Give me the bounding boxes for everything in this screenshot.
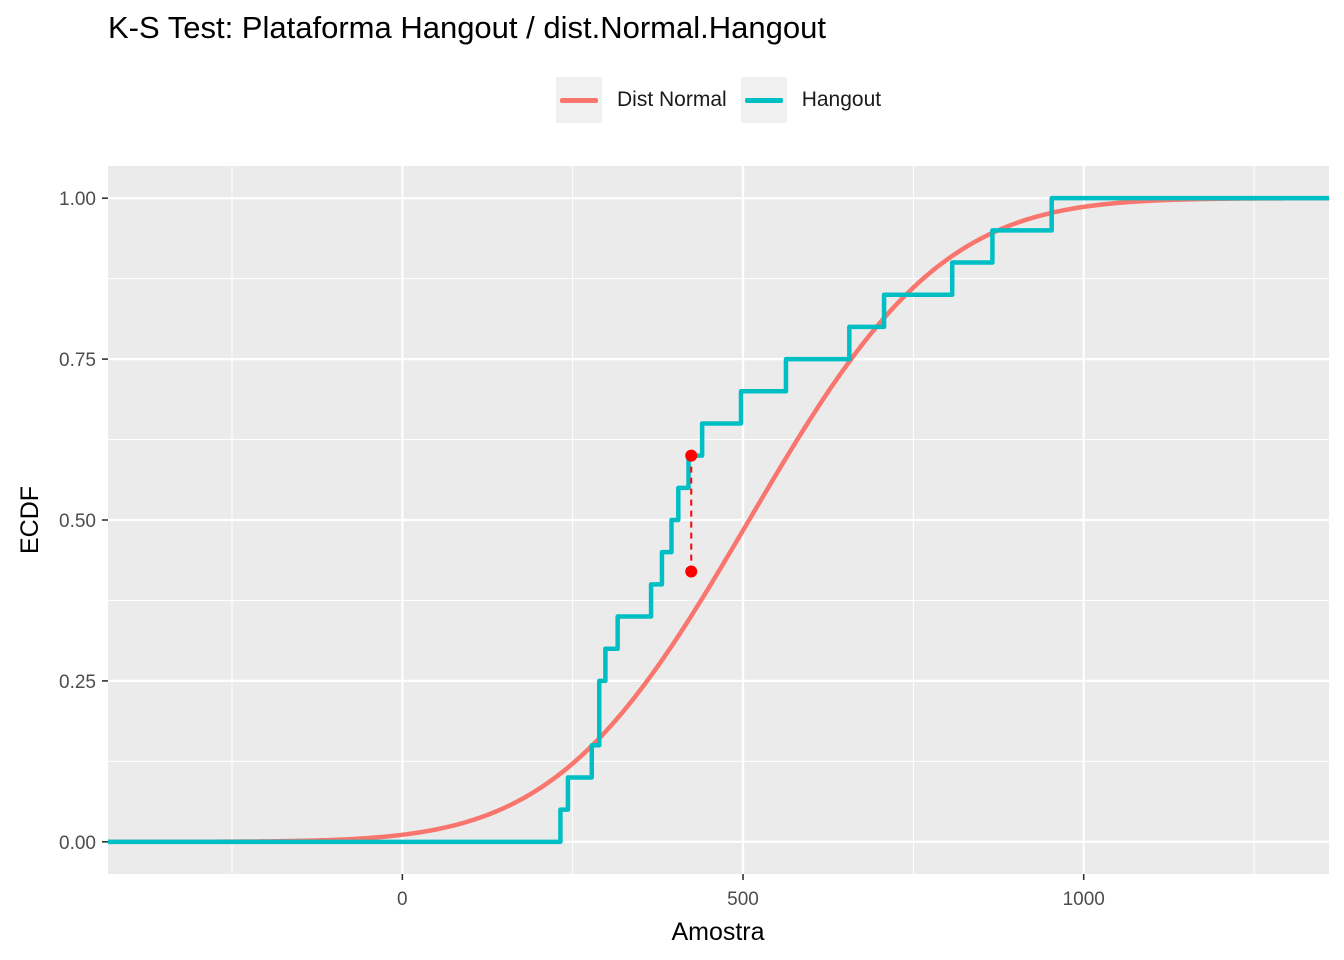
y-tick-label: 0.75: [59, 350, 96, 371]
ks-point-normal: [685, 565, 698, 578]
series-layer: [107, 195, 1330, 845]
y-tick-label: 0.25: [59, 672, 96, 693]
legend-key-hangout: [740, 77, 787, 123]
x-tick-label: 0: [397, 889, 408, 910]
legend-key-dist-normal: [556, 77, 602, 123]
y-axis-title: ECDF: [16, 486, 44, 554]
x-axis-title: Amostra: [671, 918, 764, 946]
legend-label-hangout: Hangout: [801, 88, 882, 111]
y-tick-label: 0.00: [59, 833, 96, 854]
x-tick-label: 500: [727, 889, 759, 910]
legend: Dist Normal Hangout: [556, 77, 895, 123]
legend-label-dist-normal: Dist Normal: [617, 88, 727, 111]
x-tick-label: 1000: [1063, 889, 1105, 910]
series-line-hangout: [107, 195, 1329, 845]
ks-statistic-layer: [685, 449, 698, 578]
y-tick-label: 1.00: [59, 189, 96, 210]
y-tick-label: 0.50: [59, 511, 96, 532]
chart-title: K-S Test: Plataforma Hangout / dist.Norm…: [108, 10, 826, 45]
axis-layer: 0 500 1000 0.00 0.25 0.50 0.75 1.00: [59, 189, 1105, 910]
legend-item-hangout: Hangout: [740, 77, 882, 123]
legend-item-dist-normal: Dist Normal: [556, 77, 727, 123]
ks-point-ecdf: [685, 449, 698, 462]
